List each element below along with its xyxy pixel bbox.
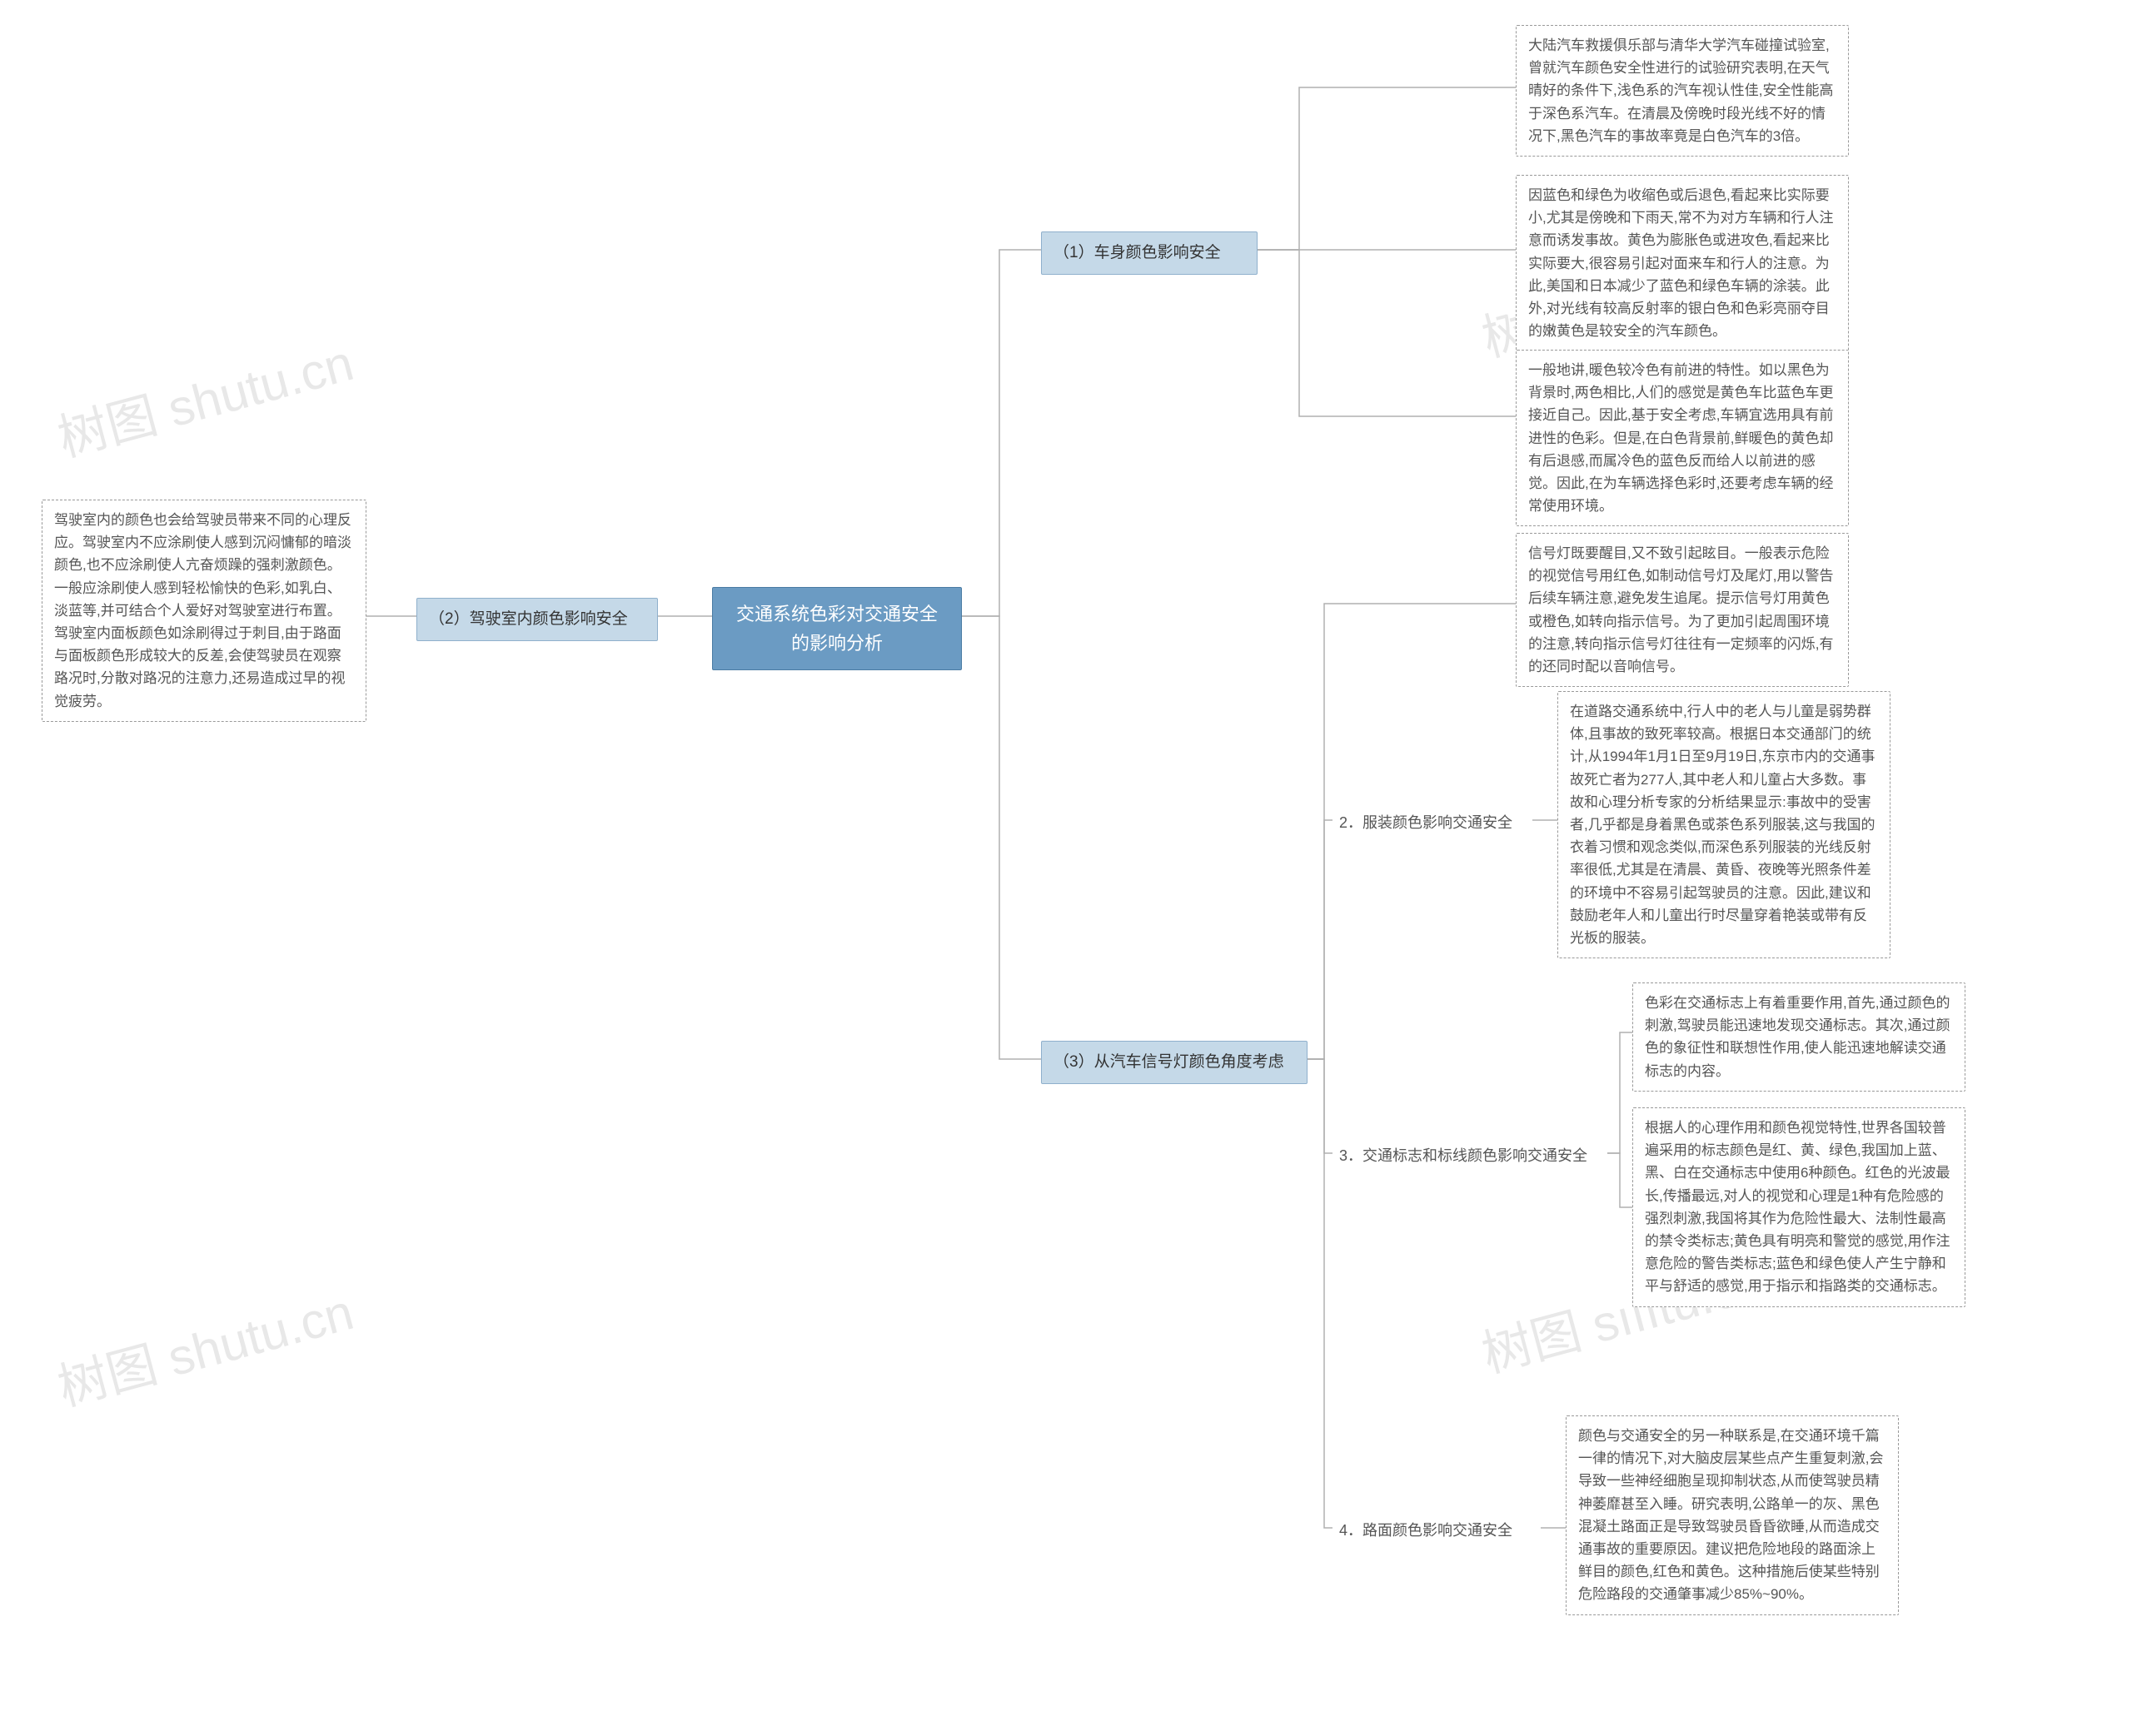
branch-3-sub4-leaf: 颜色与交通安全的另一种联系是,在交通环境千篇一律的情况下,对大脑皮层某些点产生重… [1566,1415,1899,1615]
branch-3-sub2-text: 在道路交通系统中,行人中的老人与儿童是弱势群体,且事故的致死率较高。根据日本交通… [1570,704,1875,946]
branch-2-label: （2）驾驶室内颜色影响安全 [429,610,628,628]
branch-3-sub1-text: 信号灯既要醒目,又不致引起眩目。一般表示危险的视觉信号用红色,如制动信号灯及尾灯… [1528,545,1833,674]
branch-3-label: （3）从汽车信号灯颜色角度考虑 [1054,1053,1284,1071]
branch-1-leaf-1-text: 因蓝色和绿色为收缩色或后退色,看起来比实际要小,尤其是傍晚和下雨天,常不为对方车… [1528,187,1833,339]
branch-3-sub3-leaf-0-text: 色彩在交通标志上有着重要作用,首先,通过颜色的刺激,驾驶员能迅速地发现交通标志。… [1645,995,1950,1079]
branch-3-sub4-label: 4．路面颜色影响交通安全 [1339,1522,1512,1539]
watermark: 树图 shutu.cn [49,322,361,470]
branch-3-sub3-label: 3．交通标志和标线颜色影响交通安全 [1339,1147,1587,1164]
branch-1-leaf-2-text: 一般地讲,暖色较冷色有前进的特性。如以黑色为背景时,两色相比,人们的感觉是黄色车… [1528,362,1833,514]
root-node[interactable]: 交通系统色彩对交通安全 的影响分析 [712,587,962,670]
branch-1-leaf-2: 一般地讲,暖色较冷色有前进的特性。如以黑色为背景时,两色相比,人们的感觉是黄色车… [1516,350,1849,526]
root-title-2: 的影响分析 [791,633,883,654]
branch-3-sub1-leaf: 信号灯既要醒目,又不致引起眩目。一般表示危险的视觉信号用红色,如制动信号灯及尾灯… [1516,533,1849,687]
branch-3-sub4[interactable]: 4．路面颜色影响交通安全 [1332,1515,1541,1546]
root-title-1: 交通系统色彩对交通安全 [736,604,938,624]
branch-1-label: （1）车身颜色影响安全 [1054,244,1221,261]
branch-1-leaf-0: 大陆汽车救援俱乐部与清华大学汽车碰撞试验室,曾就汽车颜色安全性进行的试验研究表明… [1516,25,1849,157]
watermark: 树图 shutu.cn [49,1271,361,1420]
branch-3-sub4-text: 颜色与交通安全的另一种联系是,在交通环境千篇一律的情况下,对大脑皮层某些点产生重… [1578,1428,1883,1602]
branch-3-sub3-leaf-0: 色彩在交通标志上有着重要作用,首先,通过颜色的刺激,驾驶员能迅速地发现交通标志。… [1632,982,1965,1092]
branch-3-sub2-leaf: 在道路交通系统中,行人中的老人与儿童是弱势群体,且事故的致死率较高。根据日本交通… [1557,691,1890,958]
branch-3-sub2-label: 2．服装颜色影响交通安全 [1339,814,1512,831]
branch-3-sub2[interactable]: 2．服装颜色影响交通安全 [1332,808,1532,838]
branch-3[interactable]: （3）从汽车信号灯颜色角度考虑 [1041,1041,1308,1084]
branch-3-sub3[interactable]: 3．交通标志和标线颜色影响交通安全 [1332,1141,1607,1171]
branch-3-sub3-leaf-1: 根据人的心理作用和颜色视觉特性,世界各国较普遍采用的标志颜色是红、黄、绿色,我国… [1632,1107,1965,1307]
branch-1-leaf-1: 因蓝色和绿色为收缩色或后退色,看起来比实际要小,尤其是傍晚和下雨天,常不为对方车… [1516,175,1849,351]
branch-3-sub3-leaf-1-text: 根据人的心理作用和颜色视觉特性,世界各国较普遍采用的标志颜色是红、黄、绿色,我国… [1645,1120,1950,1294]
branch-2-leaf-text: 驾驶室内的颜色也会给驾驶员带来不同的心理反应。驾驶室内不应涂刷使人感到沉闷慵郁的… [54,512,351,709]
branch-2-leaf: 驾驶室内的颜色也会给驾驶员带来不同的心理反应。驾驶室内不应涂刷使人感到沉闷慵郁的… [42,500,366,722]
branch-1[interactable]: （1）车身颜色影响安全 [1041,231,1258,275]
branch-2[interactable]: （2）驾驶室内颜色影响安全 [416,598,658,641]
branch-1-leaf-0-text: 大陆汽车救援俱乐部与清华大学汽车碰撞试验室,曾就汽车颜色安全性进行的试验研究表明… [1528,37,1833,144]
